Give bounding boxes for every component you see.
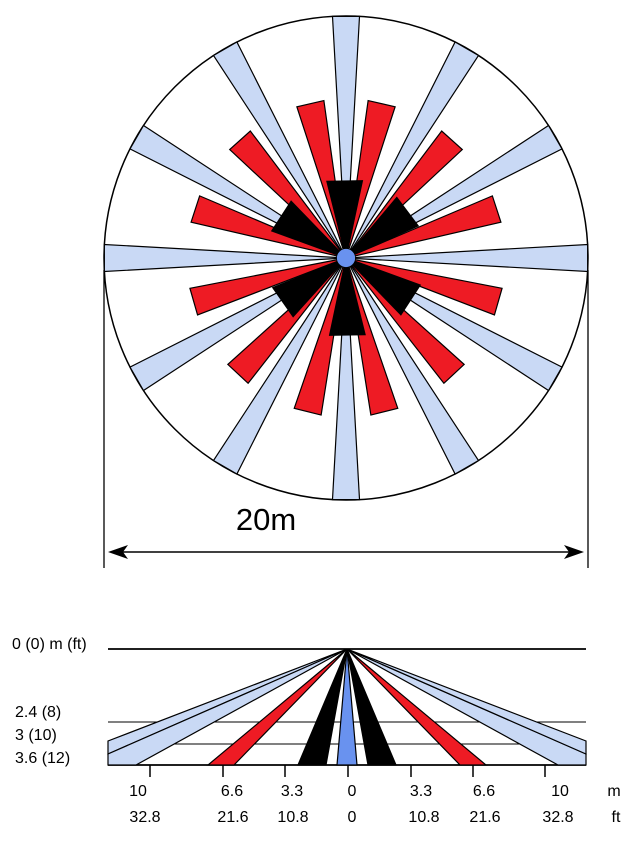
- scale-ft-value: 0: [347, 809, 357, 826]
- far-beam-wedge: [331, 257, 361, 501]
- far-beam-wedge: [345, 257, 480, 475]
- near-beam-right: [346, 648, 397, 766]
- scale-m-value: 6.6: [472, 783, 496, 800]
- scale-m-unit: m: [607, 783, 621, 800]
- scale-ft-value: 21.6: [217, 809, 249, 826]
- scale-m-value: 6.6: [220, 783, 244, 800]
- near-beam-wedge: [271, 257, 347, 318]
- near-beam-wedge: [328, 257, 366, 336]
- near-beam-left: [297, 648, 348, 766]
- far-beam-wedge: [212, 41, 347, 259]
- height-label-2-4m: 2.4 (8): [15, 704, 62, 721]
- mid-beam-wedge: [345, 195, 502, 259]
- mid-beam-wedge: [345, 257, 399, 416]
- height-label-3-6m: 3.6 (12): [15, 750, 71, 767]
- mid-beam-left: [206, 648, 348, 766]
- scale-ft-value: 32.8: [542, 809, 574, 826]
- scale-ft-value: 10.8: [277, 809, 309, 826]
- scale-m-value: 10: [551, 783, 569, 800]
- scale-ft-unit: ft: [611, 809, 621, 826]
- scale-ft-value: 10.8: [408, 809, 440, 826]
- far-beam-wedge: [331, 15, 361, 259]
- diameter-label: 20m: [235, 502, 297, 537]
- center-beam: [336, 648, 358, 766]
- near-beam-wedge: [345, 196, 420, 259]
- near-beam-wedge: [326, 180, 364, 259]
- mid-beam-wedge: [296, 99, 347, 259]
- height-label-3m: 3 (10): [15, 727, 57, 744]
- scale-m-value: 0: [347, 783, 357, 800]
- far-beam-wedge: [345, 41, 480, 259]
- mid-beam-wedge: [293, 257, 347, 416]
- scale-ft-value: 21.6: [469, 809, 501, 826]
- far-beam-wedge: [212, 257, 347, 475]
- near-beam-wedge: [270, 200, 347, 259]
- arrowhead-left-icon: [108, 545, 128, 559]
- sensor-center-dot: [336, 248, 356, 268]
- arrowhead-right-icon: [564, 545, 584, 559]
- scale-m-value: 3.3: [280, 783, 304, 800]
- mid-beam-wedge: [189, 257, 347, 316]
- near-beam-wedge: [345, 257, 422, 316]
- scale-ft-value: 32.8: [129, 809, 161, 826]
- far-beam-left-inner: [107, 648, 348, 766]
- scale-m-value: 10: [129, 783, 147, 800]
- height-label-0m: 0 (0) m (ft): [12, 636, 87, 653]
- far-beam-right-outer: [346, 648, 587, 755]
- mid-beam-wedge: [345, 99, 396, 259]
- scale-m-value: 3.3: [409, 783, 433, 800]
- far-beam-wedge: [345, 243, 589, 273]
- far-beam-wedge: [103, 243, 347, 273]
- mid-beam-wedge: [228, 130, 347, 259]
